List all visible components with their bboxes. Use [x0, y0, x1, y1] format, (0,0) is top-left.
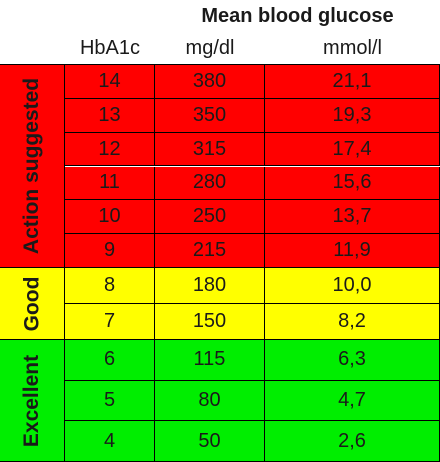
title: Mean blood glucose	[201, 4, 394, 27]
table-cell: 150	[155, 304, 265, 340]
group-label-cell: Good	[0, 268, 65, 340]
table-cell: 12	[65, 132, 155, 167]
table-cell: 215	[155, 234, 265, 268]
table-cell: 80	[155, 380, 265, 422]
table-cell: 5	[65, 380, 155, 422]
table-cell: 13,7	[265, 200, 440, 235]
table-cell: 9	[65, 234, 155, 268]
table-cell: 8,2	[265, 304, 440, 340]
table-border	[0, 64, 440, 65]
table-cell: 11,9	[265, 234, 440, 268]
table-cell: 21,1	[265, 65, 440, 99]
table-cell: 6,3	[265, 340, 440, 381]
table-cell: 2,6	[265, 421, 440, 462]
table-cell: 11	[65, 166, 155, 201]
group-label: Good	[19, 276, 43, 331]
column-header: HbA1c	[79, 37, 141, 59]
group-label: Action suggested	[20, 77, 43, 255]
table-cell: 8	[65, 268, 155, 304]
group-label-cell: Excellent	[0, 340, 65, 462]
table-cell: 280	[155, 166, 265, 201]
table-cell: 315	[155, 132, 265, 167]
table-cell: 250	[155, 200, 265, 235]
column-header: mg/dl	[185, 37, 235, 59]
table-cell: 115	[155, 340, 265, 381]
table-cell: 7	[65, 304, 155, 340]
table-cell: 19,3	[265, 98, 440, 133]
table-cell: 15,6	[265, 166, 440, 201]
table-cell: 4	[65, 421, 155, 462]
table-cell: 14	[65, 65, 155, 99]
table-cell: 13	[65, 98, 155, 133]
table-cell: 180	[155, 268, 265, 304]
table-cell: 380	[155, 65, 265, 99]
table-cell: 17,4	[265, 132, 440, 167]
table-cell: 50	[155, 421, 265, 462]
group-label: Excellent	[20, 354, 43, 447]
table-cell: 4,7	[265, 380, 440, 422]
column-header: mmol/l	[323, 37, 382, 59]
table-cell: 350	[155, 98, 265, 133]
group-label-cell: Action suggested	[0, 65, 65, 268]
table-cell: 6	[65, 340, 155, 381]
table-cell: 10	[65, 200, 155, 235]
table-cell: 10,0	[265, 268, 440, 304]
